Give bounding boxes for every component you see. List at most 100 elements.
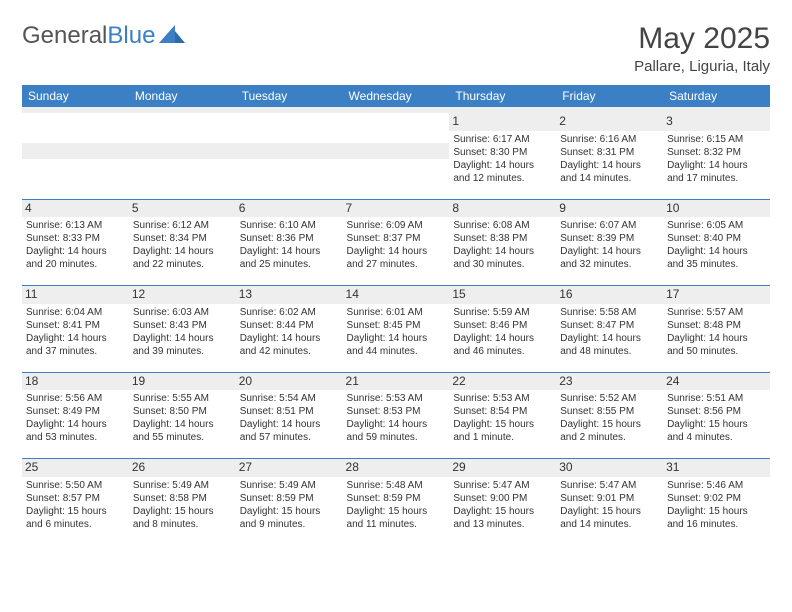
- sunset-line: Sunset: 8:57 PM: [26, 492, 125, 505]
- day-details: Sunrise: 5:56 AMSunset: 8:49 PMDaylight:…: [26, 392, 125, 444]
- day-details: Sunrise: 5:47 AMSunset: 9:01 PMDaylight:…: [560, 479, 659, 531]
- daylight-line: and 27 minutes.: [347, 258, 446, 271]
- sunrise-line: Sunrise: 6:04 AM: [26, 306, 125, 319]
- day-cell: 30Sunrise: 5:47 AMSunset: 9:01 PMDayligh…: [556, 459, 663, 545]
- daylight-line: and 39 minutes.: [133, 345, 232, 358]
- day-cell: 4Sunrise: 6:13 AMSunset: 8:33 PMDaylight…: [22, 200, 129, 286]
- day-number: 11: [22, 286, 129, 304]
- empty-day: [22, 113, 129, 199]
- day-cell: 20Sunrise: 5:54 AMSunset: 8:51 PMDayligh…: [236, 373, 343, 459]
- daylight-line: Daylight: 15 hours: [560, 418, 659, 431]
- day-cell: 24Sunrise: 5:51 AMSunset: 8:56 PMDayligh…: [663, 373, 770, 459]
- daylight-line: Daylight: 15 hours: [26, 505, 125, 518]
- day-number: 28: [343, 459, 450, 477]
- day-cell: 17Sunrise: 5:57 AMSunset: 8:48 PMDayligh…: [663, 286, 770, 372]
- dow-wednesday: Wednesday: [343, 85, 450, 107]
- sunrise-line: Sunrise: 5:52 AM: [560, 392, 659, 405]
- sunrise-line: Sunrise: 5:48 AM: [347, 479, 446, 492]
- daylight-line: and 16 minutes.: [667, 518, 766, 531]
- sunset-line: Sunset: 8:39 PM: [560, 232, 659, 245]
- day-number: 5: [129, 200, 236, 218]
- day-number: 19: [129, 373, 236, 391]
- empty-day-bar: [22, 143, 129, 159]
- daylight-line: and 6 minutes.: [26, 518, 125, 531]
- sunset-line: Sunset: 8:53 PM: [347, 405, 446, 418]
- daylight-line: and 4 minutes.: [667, 431, 766, 444]
- daylight-line: and 42 minutes.: [240, 345, 339, 358]
- day-details: Sunrise: 6:05 AMSunset: 8:40 PMDaylight:…: [667, 219, 766, 271]
- sunset-line: Sunset: 8:56 PM: [667, 405, 766, 418]
- daylight-line: Daylight: 15 hours: [667, 505, 766, 518]
- logo-triangle-icon: [159, 22, 185, 50]
- sunrise-line: Sunrise: 5:53 AM: [453, 392, 552, 405]
- day-cell: 21Sunrise: 5:53 AMSunset: 8:53 PMDayligh…: [343, 373, 450, 459]
- daylight-line: and 2 minutes.: [560, 431, 659, 444]
- sunset-line: Sunset: 8:31 PM: [560, 146, 659, 159]
- daylight-line: Daylight: 15 hours: [453, 505, 552, 518]
- day-cell: 22Sunrise: 5:53 AMSunset: 8:54 PMDayligh…: [449, 373, 556, 459]
- daylight-line: Daylight: 15 hours: [560, 505, 659, 518]
- calendar-table: Sunday Monday Tuesday Wednesday Thursday…: [22, 85, 770, 545]
- daylight-line: and 30 minutes.: [453, 258, 552, 271]
- sunset-line: Sunset: 8:54 PM: [453, 405, 552, 418]
- sunset-line: Sunset: 8:41 PM: [26, 319, 125, 332]
- dow-thursday: Thursday: [449, 85, 556, 107]
- day-details: Sunrise: 5:48 AMSunset: 8:59 PMDaylight:…: [347, 479, 446, 531]
- week-row: 4Sunrise: 6:13 AMSunset: 8:33 PMDaylight…: [22, 200, 770, 286]
- daylight-line: and 12 minutes.: [453, 172, 552, 185]
- sunrise-line: Sunrise: 6:17 AM: [453, 133, 552, 146]
- daylight-line: and 46 minutes.: [453, 345, 552, 358]
- day-details: Sunrise: 6:07 AMSunset: 8:39 PMDaylight:…: [560, 219, 659, 271]
- day-cell: 8Sunrise: 6:08 AMSunset: 8:38 PMDaylight…: [449, 200, 556, 286]
- sunrise-line: Sunrise: 6:02 AM: [240, 306, 339, 319]
- sunset-line: Sunset: 8:34 PM: [133, 232, 232, 245]
- sunset-line: Sunset: 9:00 PM: [453, 492, 552, 505]
- day-cell: 16Sunrise: 5:58 AMSunset: 8:47 PMDayligh…: [556, 286, 663, 372]
- day-number: 22: [449, 373, 556, 391]
- daylight-line: and 9 minutes.: [240, 518, 339, 531]
- daylight-line: Daylight: 14 hours: [240, 332, 339, 345]
- daylight-line: Daylight: 14 hours: [26, 245, 125, 258]
- daylight-line: and 55 minutes.: [133, 431, 232, 444]
- sunrise-line: Sunrise: 5:50 AM: [26, 479, 125, 492]
- daylight-line: Daylight: 14 hours: [347, 418, 446, 431]
- day-details: Sunrise: 5:50 AMSunset: 8:57 PMDaylight:…: [26, 479, 125, 531]
- brand-logo: GeneralBlue: [22, 22, 185, 50]
- sunset-line: Sunset: 8:50 PM: [133, 405, 232, 418]
- sunrise-line: Sunrise: 6:13 AM: [26, 219, 125, 232]
- day-cell: 14Sunrise: 6:01 AMSunset: 8:45 PMDayligh…: [343, 286, 450, 372]
- day-number: 23: [556, 373, 663, 391]
- daylight-line: Daylight: 14 hours: [453, 245, 552, 258]
- sunset-line: Sunset: 8:46 PM: [453, 319, 552, 332]
- day-details: Sunrise: 5:47 AMSunset: 9:00 PMDaylight:…: [453, 479, 552, 531]
- day-details: Sunrise: 5:46 AMSunset: 9:02 PMDaylight:…: [667, 479, 766, 531]
- sunrise-line: Sunrise: 6:12 AM: [133, 219, 232, 232]
- sunrise-line: Sunrise: 6:15 AM: [667, 133, 766, 146]
- day-cell: 5Sunrise: 6:12 AMSunset: 8:34 PMDaylight…: [129, 200, 236, 286]
- day-details: Sunrise: 6:08 AMSunset: 8:38 PMDaylight:…: [453, 219, 552, 271]
- sunrise-line: Sunrise: 5:58 AM: [560, 306, 659, 319]
- day-cell: 27Sunrise: 5:49 AMSunset: 8:59 PMDayligh…: [236, 459, 343, 545]
- day-number: 8: [449, 200, 556, 218]
- daylight-line: Daylight: 14 hours: [453, 159, 552, 172]
- sunrise-line: Sunrise: 6:10 AM: [240, 219, 339, 232]
- daylight-line: Daylight: 14 hours: [347, 245, 446, 258]
- sunset-line: Sunset: 8:47 PM: [560, 319, 659, 332]
- day-details: Sunrise: 6:17 AMSunset: 8:30 PMDaylight:…: [453, 133, 552, 185]
- calendar-page: GeneralBlue May 2025 Pallare, Liguria, I…: [0, 0, 792, 545]
- day-cell: 25Sunrise: 5:50 AMSunset: 8:57 PMDayligh…: [22, 459, 129, 545]
- day-cell: 11Sunrise: 6:04 AMSunset: 8:41 PMDayligh…: [22, 286, 129, 372]
- day-details: Sunrise: 5:57 AMSunset: 8:48 PMDaylight:…: [667, 306, 766, 358]
- day-number: 10: [663, 200, 770, 218]
- sunset-line: Sunset: 8:38 PM: [453, 232, 552, 245]
- day-details: Sunrise: 5:53 AMSunset: 8:53 PMDaylight:…: [347, 392, 446, 444]
- day-details: Sunrise: 5:55 AMSunset: 8:50 PMDaylight:…: [133, 392, 232, 444]
- daylight-line: and 44 minutes.: [347, 345, 446, 358]
- empty-day: [129, 113, 236, 199]
- sunrise-line: Sunrise: 5:47 AM: [560, 479, 659, 492]
- day-details: Sunrise: 6:12 AMSunset: 8:34 PMDaylight:…: [133, 219, 232, 271]
- day-details: Sunrise: 6:01 AMSunset: 8:45 PMDaylight:…: [347, 306, 446, 358]
- day-number: 16: [556, 286, 663, 304]
- daylight-line: and 20 minutes.: [26, 258, 125, 271]
- daylight-line: Daylight: 15 hours: [667, 418, 766, 431]
